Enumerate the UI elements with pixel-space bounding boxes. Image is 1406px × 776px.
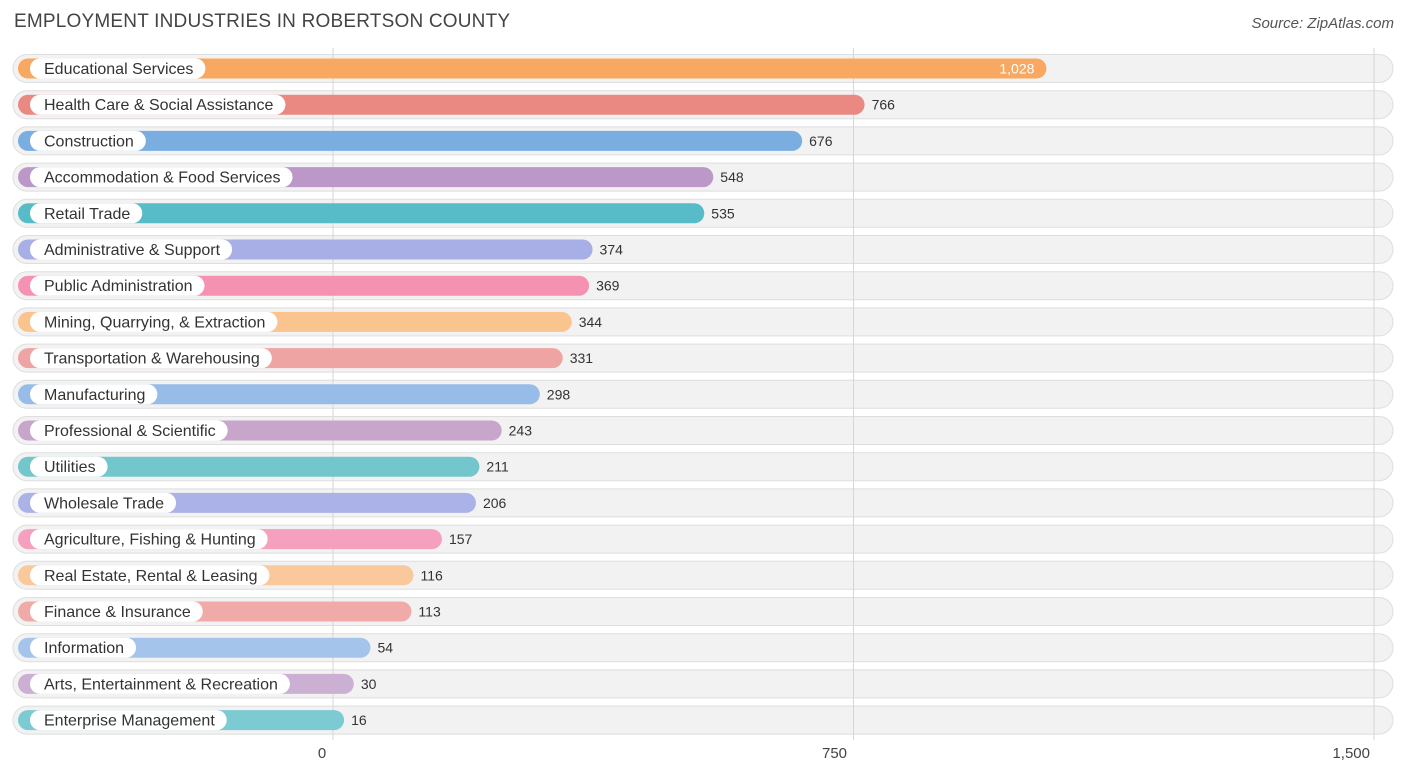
label-pill-11 <box>30 456 108 477</box>
label-pill-13 <box>30 529 268 550</box>
label-pill-18 <box>30 710 227 731</box>
value-label-15: 113 <box>418 604 441 620</box>
category-label-15: Finance & Insurance <box>44 604 191 621</box>
value-label-16: 54 <box>377 640 393 656</box>
value-label-6: 369 <box>596 278 620 294</box>
category-label-2: Construction <box>44 133 134 150</box>
category-label-13: Agriculture, Fishing & Hunting <box>44 532 256 549</box>
label-pill-4 <box>30 203 143 224</box>
tick-label-1: 750 <box>822 745 847 762</box>
category-label-6: Public Administration <box>44 278 193 295</box>
category-label-1: Health Care & Social Assistance <box>44 97 274 114</box>
category-label-16: Information <box>44 640 124 657</box>
label-pill-14 <box>30 565 270 586</box>
category-label-11: Utilities <box>44 459 96 476</box>
value-label-18: 16 <box>351 712 367 728</box>
tick-label-0: 0 <box>318 745 326 762</box>
bar-0 <box>18 58 1047 79</box>
value-label-5: 374 <box>600 242 624 258</box>
category-label-10: Professional & Scientific <box>44 423 216 440</box>
label-pill-0 <box>30 58 206 79</box>
label-pill-6 <box>30 275 205 296</box>
value-label-3: 548 <box>720 169 744 185</box>
label-pill-10 <box>30 420 228 441</box>
value-label-7: 344 <box>579 314 603 330</box>
value-label-17: 30 <box>361 676 377 692</box>
label-pill-7 <box>30 311 278 332</box>
label-pill-2 <box>30 130 146 151</box>
x-axis-ticks: 0 750 1,500 <box>318 745 1370 762</box>
label-pill-9 <box>30 384 158 405</box>
value-label-13: 157 <box>449 531 473 547</box>
value-label-1: 766 <box>872 97 896 113</box>
label-pill-8 <box>30 348 272 369</box>
category-label-7: Mining, Quarrying, & Extraction <box>44 314 265 331</box>
value-label-4: 535 <box>711 205 735 221</box>
category-label-9: Manufacturing <box>44 387 145 404</box>
category-label-5: Administrative & Support <box>44 242 221 259</box>
label-pill-15 <box>30 601 203 622</box>
value-labels: 1,028 766 676 548 535 374 369 344 331 298 243 211 20… <box>351 61 1035 729</box>
value-label-8: 331 <box>570 350 594 366</box>
category-labels: Educational Services Health Care & Social… <box>30 58 293 731</box>
bar-2 <box>18 130 803 151</box>
label-pill-3 <box>30 167 293 188</box>
category-label-14: Real Estate, Rental & Leasing <box>44 568 257 585</box>
category-label-0: Educational Services <box>44 61 193 78</box>
row-bg-18 <box>12 705 1394 735</box>
label-pill-5 <box>30 239 233 260</box>
chart-source: Source: ZipAtlas.com <box>1251 15 1394 32</box>
value-label-10: 243 <box>509 423 533 439</box>
value-label-0: 1,028 <box>999 61 1034 77</box>
label-pill-16 <box>30 637 137 658</box>
label-pill-1 <box>30 94 286 115</box>
value-label-11: 211 <box>486 459 509 475</box>
category-label-18: Enterprise Management <box>44 713 215 730</box>
label-pill-12 <box>30 492 177 513</box>
category-label-4: Retail Trade <box>44 206 130 223</box>
value-label-9: 298 <box>547 386 571 402</box>
row-bg-17 <box>12 669 1394 699</box>
value-label-12: 206 <box>483 495 507 511</box>
bar-4 <box>18 203 705 224</box>
value-label-14: 116 <box>421 567 444 583</box>
tick-label-2: 1,500 <box>1332 745 1370 762</box>
category-label-8: Transportation & Warehousing <box>44 351 260 368</box>
chart-title: EMPLOYMENT INDUSTRIES IN ROBERTSON COUNT… <box>14 11 511 32</box>
category-label-17: Arts, Entertainment & Recreation <box>44 676 278 693</box>
label-pill-17 <box>30 673 290 694</box>
bar-11 <box>18 456 480 477</box>
value-label-2: 676 <box>809 133 833 149</box>
category-label-12: Wholesale Trade <box>44 495 164 512</box>
category-label-3: Accommodation & Food Services <box>44 170 281 187</box>
